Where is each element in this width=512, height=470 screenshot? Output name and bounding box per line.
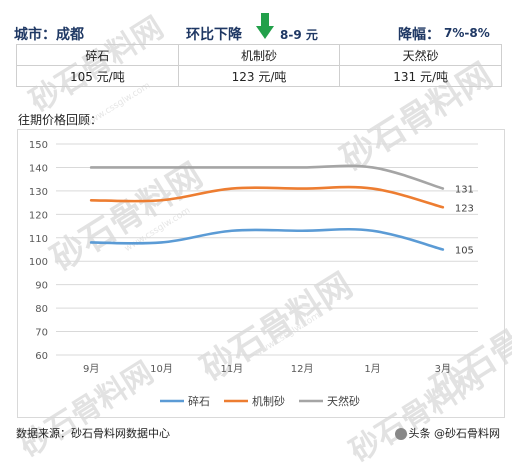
chart-panel: 60 70 80 90 100 110 120 130 140 150 9月 10月 11月 12月 1月 3… xyxy=(17,129,505,418)
product-name: 碎石 xyxy=(16,44,179,66)
y-tick-label: 150 xyxy=(29,140,48,151)
decline-value: 7%-8% xyxy=(444,26,490,40)
product-price: 105 元/吨 xyxy=(16,65,179,87)
product-price: 123 元/吨 xyxy=(177,65,341,87)
y-tick-label: 110 xyxy=(29,234,48,245)
legend-label: 碎石 xyxy=(188,394,210,408)
x-tick-label: 12月 xyxy=(291,363,314,375)
x-tick-label: 11月 xyxy=(220,363,243,375)
city-label: 城市：成都 xyxy=(14,27,84,43)
price-table: 碎石 机制砂 天然砂 105 元/吨 123 元/吨 131 元/吨 xyxy=(16,44,502,87)
series-line xyxy=(89,164,445,190)
table-row: 碎石 机制砂 天然砂 xyxy=(16,44,502,66)
x-tick-label: 9月 xyxy=(83,363,99,375)
data-label: 105 xyxy=(455,246,474,257)
product-price: 131 元/吨 xyxy=(339,65,502,87)
y-tick-label: 80 xyxy=(35,304,48,315)
legend-label: 机制砂 xyxy=(252,394,285,408)
data-label: 123 xyxy=(455,203,474,214)
data-source: 数据来源：砂石骨料网数据中心 xyxy=(16,427,170,440)
trend-value: 8-9 元 xyxy=(280,28,318,42)
brand-credit: 头条 @砂石骨料网 xyxy=(394,425,501,441)
y-tick-label: 130 xyxy=(29,187,48,198)
y-tick-label: 60 xyxy=(35,351,48,362)
trend-label: 环比下降 xyxy=(186,27,242,43)
y-tick-label: 100 xyxy=(29,257,48,268)
x-tick-label: 3月 xyxy=(435,363,451,375)
y-tick-label: 120 xyxy=(29,210,48,221)
data-label: 131 xyxy=(455,185,474,196)
legend-label: 天然砂 xyxy=(327,394,360,408)
x-tick-label: 10月 xyxy=(150,363,173,375)
product-name: 机制砂 xyxy=(177,44,341,66)
series-line xyxy=(89,227,445,251)
table-row: 105 元/吨 123 元/吨 131 元/吨 xyxy=(16,65,502,87)
section-title: 往期价格回顾： xyxy=(18,113,103,127)
brand-text: 头条 @砂石骨料网 xyxy=(408,427,501,440)
y-tick-label: 70 xyxy=(35,328,48,339)
y-tick-label: 140 xyxy=(29,163,48,174)
decline-label: 降幅： xyxy=(398,27,440,43)
x-tick-label: 1月 xyxy=(364,363,380,375)
down-arrow-icon xyxy=(256,13,274,39)
y-tick-label: 90 xyxy=(35,281,48,292)
price-history-chart: 60 70 80 90 100 110 120 130 140 150 9月 10月 11月 12月 1月 3… xyxy=(29,140,478,408)
product-name: 天然砂 xyxy=(339,44,502,66)
series-line xyxy=(89,185,445,209)
brand-icon xyxy=(394,428,407,440)
